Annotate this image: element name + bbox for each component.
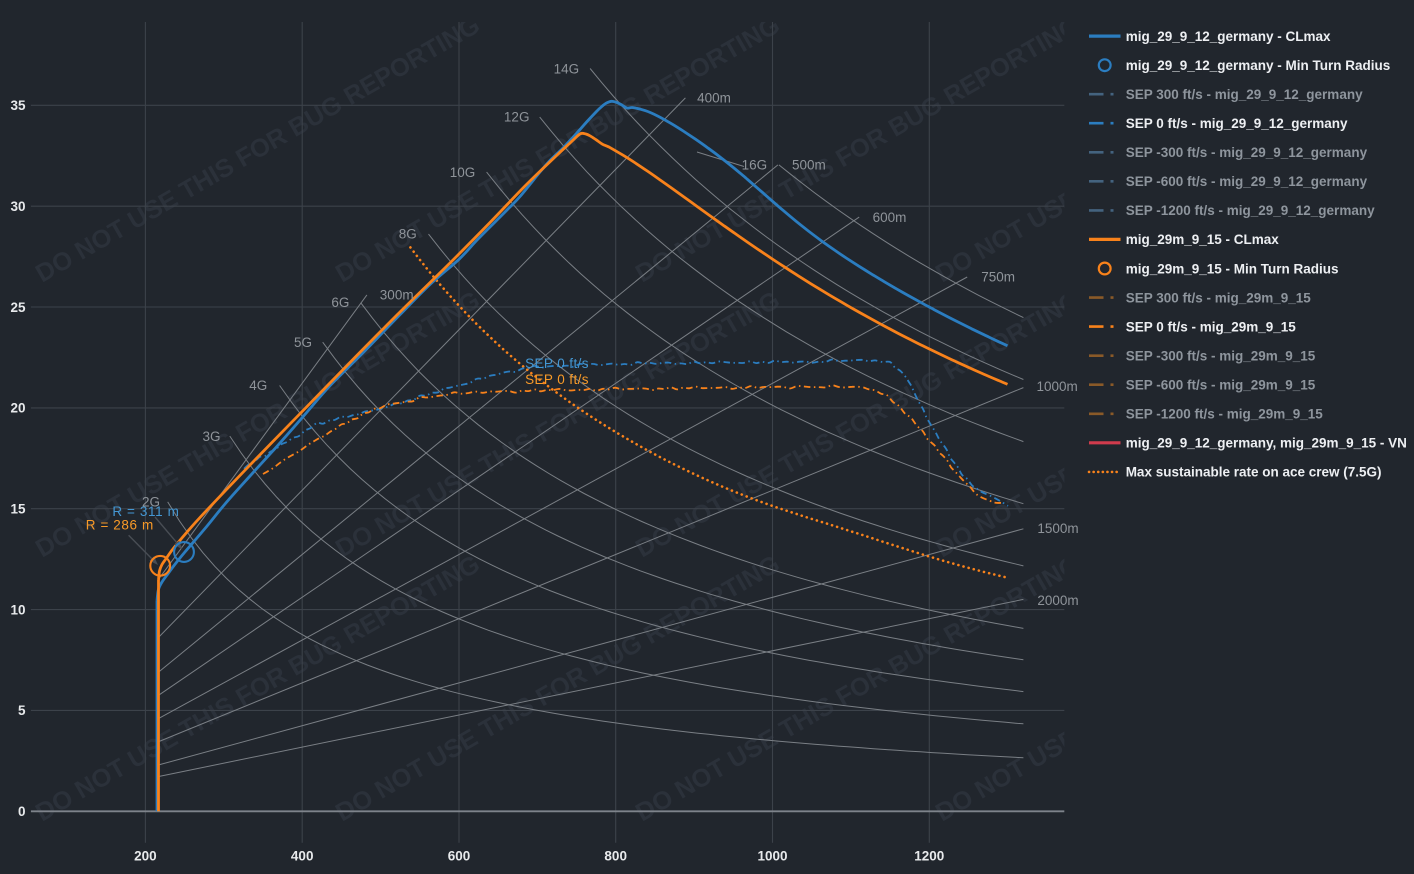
svg-text:2G: 2G bbox=[142, 495, 160, 510]
svg-text:600m: 600m bbox=[873, 210, 907, 225]
svg-text:35: 35 bbox=[10, 98, 26, 113]
svg-text:12G: 12G bbox=[504, 110, 530, 125]
svg-text:mig_29_9_12_germany, mig_29m_9: mig_29_9_12_germany, mig_29m_9_15 - VN bbox=[1126, 436, 1407, 451]
svg-text:8G: 8G bbox=[399, 227, 417, 242]
svg-text:400: 400 bbox=[291, 849, 314, 864]
svg-text:1200: 1200 bbox=[914, 849, 944, 864]
svg-text:mig_29_9_12_germany - CLmax: mig_29_9_12_germany - CLmax bbox=[1126, 29, 1331, 44]
svg-text:mig_29m_9_15 - CLmax: mig_29m_9_15 - CLmax bbox=[1126, 232, 1280, 247]
svg-text:SEP 300 ft/s - mig_29_9_12_ger: SEP 300 ft/s - mig_29_9_12_germany bbox=[1126, 87, 1363, 102]
svg-text:SEP -600 ft/s - mig_29m_9_15: SEP -600 ft/s - mig_29m_9_15 bbox=[1126, 378, 1316, 393]
svg-text:mig_29_9_12_germany - Min Turn: mig_29_9_12_germany - Min Turn Radius bbox=[1126, 58, 1391, 73]
svg-text:6G: 6G bbox=[331, 295, 349, 310]
svg-text:SEP -1200 ft/s - mig_29_9_12_g: SEP -1200 ft/s - mig_29_9_12_germany bbox=[1126, 203, 1375, 218]
svg-text:R = 286 m: R = 286 m bbox=[86, 518, 154, 533]
svg-text:15: 15 bbox=[10, 502, 26, 517]
svg-text:25: 25 bbox=[10, 300, 26, 315]
svg-text:2000m: 2000m bbox=[1037, 593, 1078, 608]
svg-text:30: 30 bbox=[10, 199, 25, 214]
svg-text:3G: 3G bbox=[202, 429, 220, 444]
svg-text:10G: 10G bbox=[450, 165, 476, 180]
svg-text:400m: 400m bbox=[697, 91, 731, 106]
svg-text:1500m: 1500m bbox=[1037, 521, 1078, 536]
svg-text:SEP -300 ft/s - mig_29_9_12_ge: SEP -300 ft/s - mig_29_9_12_germany bbox=[1126, 145, 1368, 160]
svg-text:10: 10 bbox=[10, 602, 25, 617]
svg-text:Max sustainable rate on ace cr: Max sustainable rate on ace crew (7.5G) bbox=[1126, 465, 1382, 480]
svg-text:200: 200 bbox=[134, 849, 157, 864]
svg-text:16G: 16G bbox=[742, 157, 768, 172]
svg-text:SEP -600 ft/s - mig_29_9_12_ge: SEP -600 ft/s - mig_29_9_12_germany bbox=[1126, 174, 1368, 189]
svg-text:SEP 300 ft/s - mig_29m_9_15: SEP 300 ft/s - mig_29m_9_15 bbox=[1126, 290, 1312, 305]
svg-text:20: 20 bbox=[10, 401, 25, 416]
svg-text:1000m: 1000m bbox=[1036, 379, 1077, 394]
svg-text:4G: 4G bbox=[249, 378, 267, 393]
svg-text:SEP 0 ft/s - mig_29m_9_15: SEP 0 ft/s - mig_29m_9_15 bbox=[1126, 319, 1297, 334]
svg-text:SEP 0 ft/s: SEP 0 ft/s bbox=[525, 372, 589, 387]
svg-text:1000: 1000 bbox=[757, 849, 787, 864]
svg-text:5G: 5G bbox=[294, 335, 312, 350]
svg-text:SEP -300 ft/s - mig_29m_9_15: SEP -300 ft/s - mig_29m_9_15 bbox=[1126, 349, 1316, 364]
svg-text:SEP -1200 ft/s - mig_29m_9_15: SEP -1200 ft/s - mig_29m_9_15 bbox=[1126, 407, 1324, 422]
svg-text:mig_29m_9_15 - Min Turn Radius: mig_29m_9_15 - Min Turn Radius bbox=[1126, 261, 1339, 276]
svg-text:5: 5 bbox=[18, 703, 26, 718]
svg-text:14G: 14G bbox=[554, 61, 580, 76]
svg-text:R = 311 m: R = 311 m bbox=[112, 504, 179, 519]
svg-text:500m: 500m bbox=[792, 157, 826, 172]
svg-text:600: 600 bbox=[448, 849, 471, 864]
svg-text:SEP 0 ft/s: SEP 0 ft/s bbox=[525, 356, 589, 371]
svg-text:800: 800 bbox=[604, 849, 627, 864]
svg-text:750m: 750m bbox=[981, 270, 1015, 285]
svg-text:SEP 0 ft/s - mig_29_9_12_germa: SEP 0 ft/s - mig_29_9_12_germany bbox=[1126, 116, 1348, 131]
svg-text:0: 0 bbox=[18, 804, 26, 819]
svg-text:300m: 300m bbox=[380, 288, 414, 303]
